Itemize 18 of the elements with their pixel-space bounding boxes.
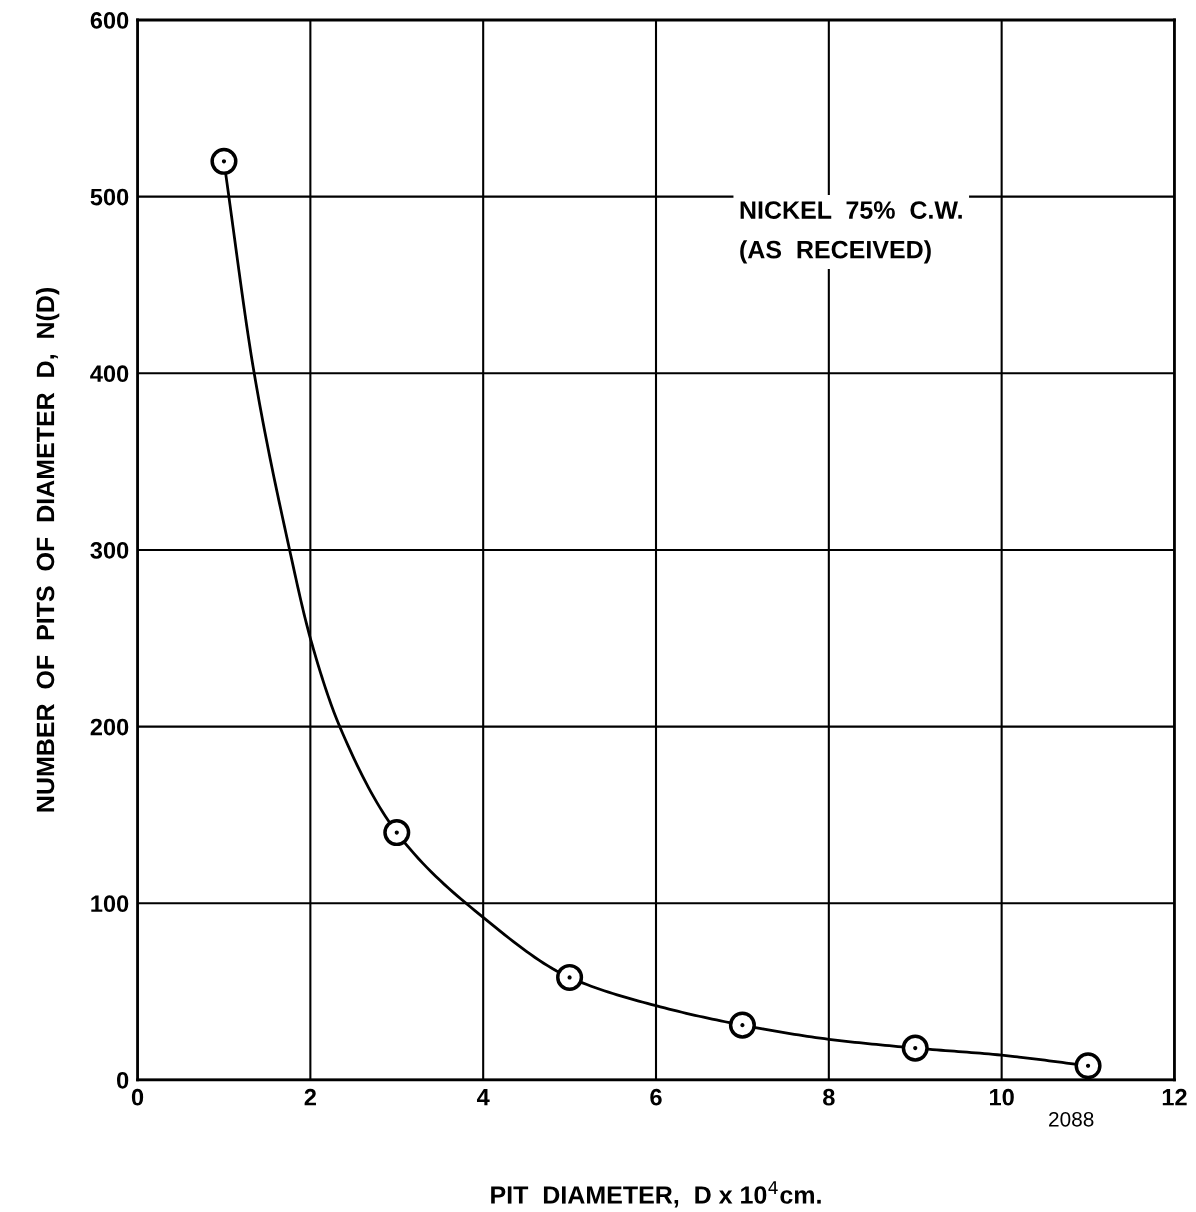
x-tick-label: 2 (304, 1088, 316, 1106)
x-tick-label: 6 (650, 1088, 662, 1106)
text: 2088 (1049, 1111, 1094, 1127)
y-tick-label: 600 (90, 12, 129, 29)
y-tick-label: 100 (91, 895, 129, 913)
x-axis-title: PIT DIAMETER, D x 10$^{4}$cm. (491, 1181, 821, 1208)
x-tick-label: 8 (823, 1088, 835, 1106)
y-tick-label: 300 (90, 542, 129, 559)
x-tick-label: 12 (1162, 1088, 1187, 1106)
annotation: NICKEL 75% C.W. (AS RECEIVED) (740, 201, 962, 264)
y-tick-label: 400 (90, 365, 129, 383)
y-tick-label: 0 (117, 1071, 129, 1089)
x-tick-label: 0 (131, 1088, 144, 1106)
y-tick-label: 200 (90, 718, 129, 736)
x-tick-label: 4 (476, 1089, 490, 1106)
y-tick-label: 500 (90, 188, 129, 206)
x-tick-label: 10 (990, 1088, 1014, 1106)
y-axis-title: NUMBER OF PITS OF DIAMETER D, N(D) (35, 287, 60, 812)
